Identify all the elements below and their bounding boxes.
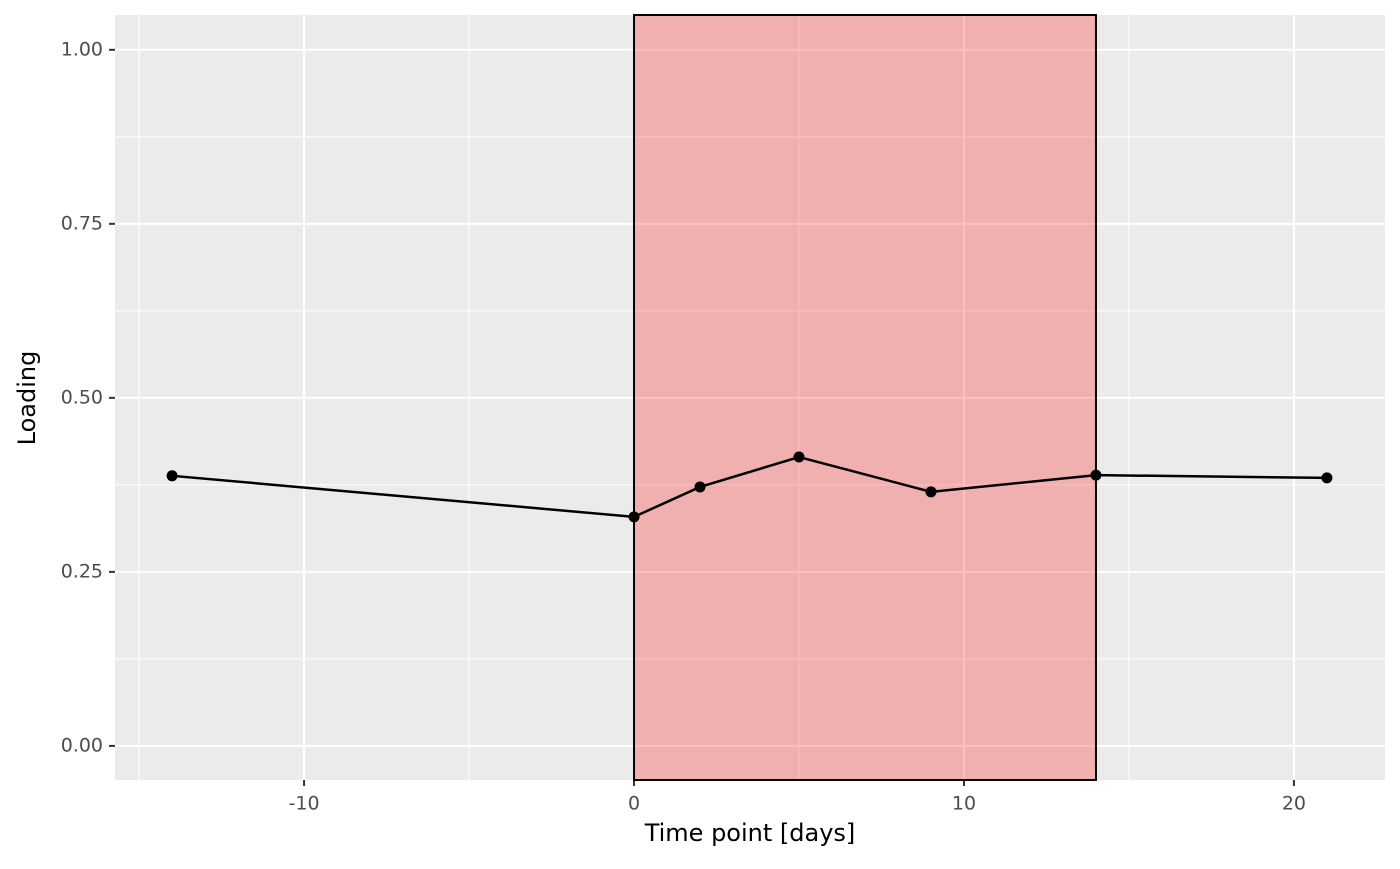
y-tick-label: 0.25 (61, 560, 103, 582)
point (793, 451, 805, 463)
x-tick-label: 10 (952, 793, 976, 815)
x-tick-label: 0 (628, 793, 640, 815)
point (166, 470, 178, 482)
x-axis-title: Time point [days] (644, 819, 856, 847)
point (628, 511, 640, 523)
y-tick-label: 0.75 (61, 212, 103, 234)
y-tick-label: 0.50 (61, 386, 103, 408)
point (1321, 472, 1333, 484)
point (925, 486, 937, 498)
y-tick-label: 0.00 (61, 734, 103, 756)
x-tick-label: -10 (289, 793, 320, 815)
x-tick-label: 20 (1282, 793, 1306, 815)
shaded-region (633, 14, 1097, 781)
y-tick-label: 1.00 (61, 38, 103, 60)
point (694, 481, 706, 493)
y-axis-title: Loading (13, 351, 41, 446)
point (1090, 469, 1102, 481)
